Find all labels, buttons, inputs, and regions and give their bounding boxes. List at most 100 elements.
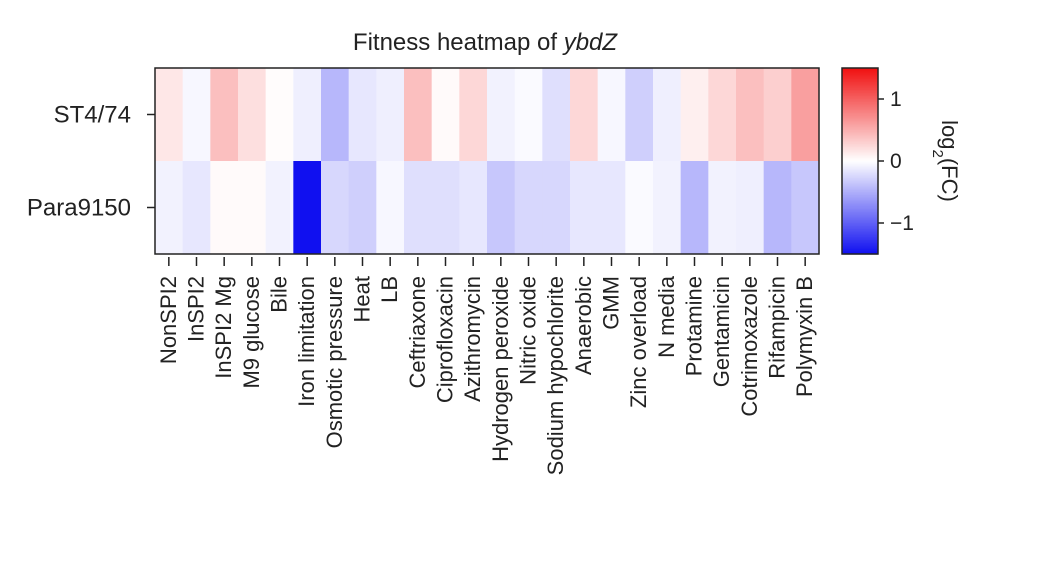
chart-title-gene: ybdZ <box>562 29 619 56</box>
heatmap-cell <box>487 68 516 162</box>
colorbar-segment <box>842 89 878 92</box>
colorbar-segment <box>842 173 878 176</box>
heatmap-cell <box>376 68 405 162</box>
heatmap-cell <box>182 68 211 162</box>
colorbar: 1 0 −1 <box>841 67 914 255</box>
heatmap-cell <box>736 68 765 162</box>
colorbar-segment <box>842 221 878 224</box>
colorbar-segment <box>842 116 878 119</box>
heatmap-cell <box>487 161 516 255</box>
heatmap-cell <box>653 161 682 255</box>
heatmap-cell <box>542 161 571 255</box>
colorbar-segment <box>842 202 878 205</box>
colorbar-segment <box>842 148 878 151</box>
colorbar-segment <box>842 88 878 91</box>
column-label: Osmotic pressure <box>322 276 347 448</box>
heatmap-cell <box>459 68 488 162</box>
colorbar-segment <box>842 91 878 94</box>
colorbar-segment <box>842 199 878 202</box>
colorbar-segment <box>842 120 878 123</box>
colorbar-segment <box>842 243 878 246</box>
heatmap-cell <box>653 68 682 162</box>
colorbar-segment <box>842 250 878 254</box>
colorbar-segment <box>842 114 878 117</box>
colorbar-segment <box>842 223 878 226</box>
column-label: N media <box>654 275 679 358</box>
heatmap-cell <box>763 68 792 162</box>
colorbar-segment <box>842 170 878 173</box>
column-label: NonSPI2 <box>156 276 181 364</box>
colorbar-segment <box>842 126 878 130</box>
colorbar-segment <box>842 108 878 111</box>
heatmap-cell <box>791 68 820 162</box>
heatmap-cell <box>459 161 488 255</box>
heatmap-cell <box>680 68 709 162</box>
colorbar-segment <box>842 176 878 179</box>
colorbar-segment <box>842 174 878 178</box>
column-label: InSPI2 Mg <box>211 276 236 379</box>
colorbar-tick-label: −1 <box>890 212 914 235</box>
colorbar-segment <box>842 204 878 207</box>
colorbar-segment <box>842 227 878 230</box>
heatmap-cell <box>431 68 460 162</box>
heatmap-cell <box>708 161 737 255</box>
colorbar-segment <box>842 190 878 193</box>
heatmap-cell <box>680 161 709 255</box>
heatmap-cell <box>625 161 654 255</box>
heatmap-cell <box>155 68 184 162</box>
colorbar-tick-label: 1 <box>890 88 902 111</box>
colorbar-segment <box>842 85 878 88</box>
colorbar-segment <box>842 128 878 131</box>
colorbar-segment <box>842 119 878 122</box>
colorbar-segment <box>842 123 878 126</box>
colorbar-segment <box>842 102 878 105</box>
colorbar-segment <box>842 182 878 185</box>
colorbar-segment <box>842 229 878 232</box>
column-label: Ciprofloxacin <box>433 276 458 403</box>
row-label: ST4/74 <box>54 102 131 129</box>
colorbar-segment <box>842 193 878 196</box>
colorbar-segment <box>842 162 878 165</box>
colorbar-segment <box>842 236 878 240</box>
heatmap-cell <box>625 68 654 162</box>
colorbar-segment <box>842 142 878 145</box>
heatmap-cell <box>763 161 792 255</box>
colorbar-segment <box>842 201 878 204</box>
heatmap-cell <box>431 161 460 255</box>
colorbar-segment <box>842 219 878 223</box>
colorbar-segment <box>842 178 878 181</box>
colorbar-segment <box>842 224 878 227</box>
column-label: Gentamicin <box>709 276 734 387</box>
colorbar-segment <box>842 134 878 137</box>
colorbar-segment <box>842 241 878 244</box>
colorbar-segment <box>842 95 878 99</box>
colorbar-segment <box>842 125 878 128</box>
colorbar-label: log2(FC) <box>930 120 963 202</box>
column-label: Bile <box>267 276 292 313</box>
heatmap-cell <box>597 161 626 255</box>
column-label: Polymyxin B <box>792 276 817 397</box>
colorbar-segment <box>842 103 878 106</box>
colorbar-segment <box>842 140 878 143</box>
chart-title: Fitness heatmap of ybdZ <box>353 29 618 56</box>
colorbar-segment <box>842 94 878 97</box>
heatmap-cell <box>570 68 599 162</box>
heatmap-cell <box>238 68 267 162</box>
colorbar-segment <box>842 157 878 161</box>
column-label: M9 glucose <box>239 276 264 389</box>
heatmap-cell <box>265 161 294 255</box>
colorbar-segment <box>842 205 878 209</box>
colorbar-segment <box>842 209 878 212</box>
colorbar-segment <box>842 153 878 156</box>
colorbar-segment <box>842 92 878 95</box>
heatmap-cell <box>570 161 599 255</box>
colorbar-segment <box>842 247 878 250</box>
colorbar-segment <box>842 143 878 147</box>
chart-title-prefix: Fitness heatmap of <box>353 29 564 56</box>
heatmap-cell <box>321 161 350 255</box>
colorbar-segment <box>842 249 878 252</box>
colorbar-segment <box>842 75 878 78</box>
colorbar-segment <box>842 167 878 170</box>
colorbar-segment <box>842 179 878 182</box>
colorbar-segment <box>842 72 878 75</box>
